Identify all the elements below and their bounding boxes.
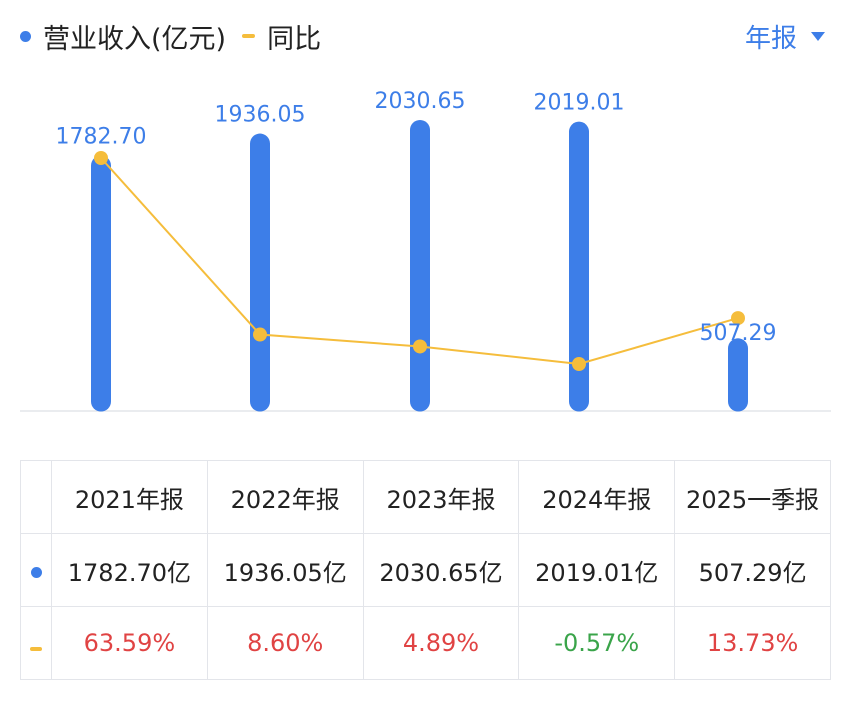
yoy-cell: 4.89% <box>362 606 520 680</box>
revenue-cell: 2030.65亿 <box>362 533 520 607</box>
table-header-cell: 2025一季报 <box>674 460 831 534</box>
yoy-cell: 63.59% <box>51 606 208 680</box>
revenue-value-label: 1936.05 <box>215 103 306 128</box>
table-row-yoy: 63.59% 8.60% 4.89% -0.57% 13.73% <box>20 606 831 680</box>
revenue-legend-dot-icon <box>20 30 31 42</box>
yoy-point[interactable] <box>413 339 427 354</box>
yoy-cell: 13.73% <box>674 606 831 680</box>
revenue-bar[interactable] <box>728 338 748 412</box>
revenue-legend-label: 营业收入(亿元) <box>43 23 227 55</box>
table-header-cell: 2023年报 <box>362 460 520 534</box>
table-row-revenue: 1782.70亿 1936.05亿 2030.65亿 2019.01亿 507.… <box>20 533 831 607</box>
table-header-cell: 2022年报 <box>206 460 364 534</box>
revenue-cell: 1936.05亿 <box>206 533 364 607</box>
revenue-bar[interactable] <box>91 155 111 412</box>
period-dropdown[interactable]: 年报 <box>745 16 825 56</box>
yoy-cell: 8.60% <box>206 606 364 680</box>
revenue-cell: 1782.70亿 <box>51 533 208 607</box>
table-header-cell: 2024年报 <box>518 460 676 534</box>
yoy-row-marker <box>20 606 52 680</box>
revenue-row-marker <box>20 533 52 607</box>
revenue-bar[interactable] <box>410 120 430 412</box>
table-corner-cell <box>20 460 52 534</box>
revenue-cell: 507.29亿 <box>674 533 831 607</box>
yoy-legend-dash-icon <box>242 34 256 38</box>
caret-down-icon[interactable] <box>811 31 825 41</box>
table-header-cell: 2021年报 <box>51 460 208 534</box>
chart-legend: 营业收入(亿元) 同比 <box>20 16 337 56</box>
yoy-point[interactable] <box>94 151 108 165</box>
yoy-dash-icon <box>30 647 42 651</box>
yoy-point[interactable] <box>731 311 745 326</box>
revenue-bar[interactable] <box>569 121 589 412</box>
period-dropdown-label[interactable]: 年报 <box>744 23 797 54</box>
table-header-row: 2021年报 2022年报 2023年报 2024年报 2025一季报 <box>20 460 831 534</box>
revenue-value-label: 2019.01 <box>534 91 625 116</box>
legend-item-yoy: 同比 <box>242 17 321 56</box>
revenue-bar[interactable] <box>250 133 270 412</box>
revenue-value-label: 2030.65 <box>375 89 466 114</box>
yoy-legend-label: 同比 <box>267 23 322 55</box>
revenue-value-label: 507.29 <box>700 321 777 346</box>
revenue-value-label: 1782.70 <box>56 125 147 150</box>
data-table: 2021年报 2022年报 2023年报 2024年报 2025一季报 1782… <box>20 460 831 680</box>
revenue-chart: 1782.70 1936.05 2030.65 2019.01 507.29 <box>20 89 831 412</box>
revenue-cell: 2019.01亿 <box>518 533 676 607</box>
legend-item-revenue: 营业收入(亿元) <box>20 17 226 56</box>
revenue-dot-icon <box>30 567 42 578</box>
yoy-cell: -0.57% <box>518 606 676 680</box>
yoy-point[interactable] <box>572 357 586 371</box>
yoy-point[interactable] <box>253 327 267 342</box>
